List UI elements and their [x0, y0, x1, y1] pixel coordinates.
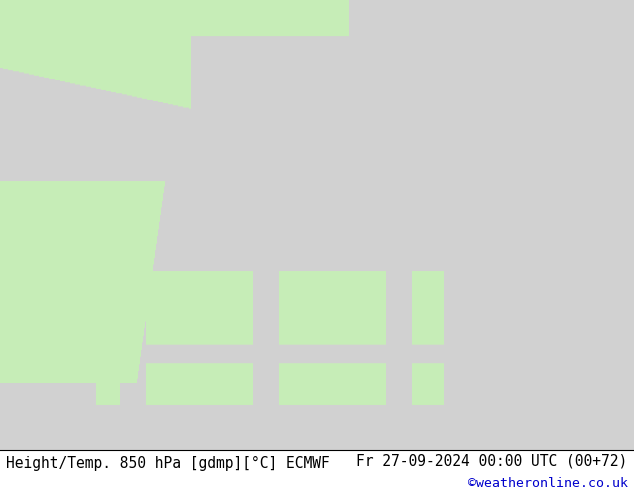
- Text: Height/Temp. 850 hPa [gdmp][°C] ECMWF: Height/Temp. 850 hPa [gdmp][°C] ECMWF: [6, 456, 330, 471]
- Text: ©weatheronline.co.uk: ©weatheronline.co.uk: [468, 477, 628, 490]
- Text: Fr 27-09-2024 00:00 UTC (00+72): Fr 27-09-2024 00:00 UTC (00+72): [356, 454, 628, 468]
